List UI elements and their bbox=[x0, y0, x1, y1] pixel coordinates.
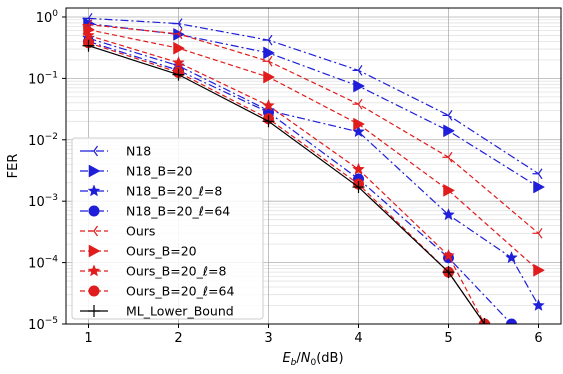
legend-marker bbox=[88, 285, 100, 297]
legend-marker bbox=[88, 145, 98, 157]
legend-label: Ours_B=20_ℓ=8 bbox=[126, 264, 227, 279]
legend-marker bbox=[88, 244, 101, 258]
series-6-point bbox=[172, 56, 185, 69]
series-line-5 bbox=[88, 29, 539, 271]
legend-marker bbox=[88, 164, 101, 178]
series-2-point bbox=[442, 208, 455, 221]
series-6-point bbox=[352, 162, 365, 175]
legend-marker bbox=[88, 225, 98, 237]
series-4-point bbox=[172, 28, 183, 40]
x-tick-label: 1 bbox=[84, 331, 92, 346]
legend-label: N18_B=20 bbox=[126, 164, 193, 179]
x-tick-label: 3 bbox=[264, 331, 272, 346]
series-8-point bbox=[352, 181, 365, 194]
series-line-0 bbox=[88, 17, 539, 175]
x-tick-label: 5 bbox=[444, 331, 452, 346]
series-2-point bbox=[505, 251, 518, 264]
y-axis-label: FER bbox=[6, 154, 21, 179]
x-axis-label: Eb/N0(dB) bbox=[282, 351, 343, 368]
series-2-point bbox=[532, 298, 545, 311]
series-6-point bbox=[262, 98, 275, 112]
legend-label: N18 bbox=[126, 144, 151, 159]
series-0-point bbox=[262, 34, 273, 46]
legend-marker bbox=[87, 184, 101, 197]
series-1-point bbox=[533, 180, 546, 194]
series-5-point bbox=[443, 183, 456, 197]
series-5-point bbox=[353, 117, 366, 131]
series-1-point bbox=[263, 46, 276, 60]
legend-label: Ours_B=20_ℓ=64 bbox=[126, 284, 234, 299]
series-8-point bbox=[478, 318, 491, 324]
x-tick-label: 4 bbox=[354, 331, 362, 346]
series-0-point bbox=[442, 110, 453, 121]
series-1-point bbox=[353, 79, 366, 93]
series-4-point bbox=[442, 151, 453, 163]
x-tick-label: 6 bbox=[534, 331, 542, 346]
series-5-point bbox=[533, 263, 546, 277]
series-5-point bbox=[263, 70, 276, 84]
legend-label: Ours bbox=[126, 224, 155, 239]
y-tick-label: 100 bbox=[36, 9, 59, 26]
series-8-point bbox=[262, 115, 275, 128]
legend: N18 N18_B=20 N18_B=20_ℓ=8 N18_B=20_ℓ=64 Ours… bbox=[71, 137, 264, 320]
series-4-point bbox=[262, 55, 273, 67]
series-8-point bbox=[82, 39, 95, 52]
legend-label: Ours_B=20 bbox=[126, 244, 197, 259]
series-8-point bbox=[172, 68, 185, 81]
y-tick-label: 10−4 bbox=[28, 255, 58, 272]
series-0-point bbox=[172, 18, 183, 29]
series-8-point bbox=[442, 266, 455, 279]
series-0-point bbox=[532, 168, 543, 180]
y-tick-label: 10−3 bbox=[28, 193, 58, 210]
x-tick-label: 2 bbox=[174, 331, 182, 346]
plot-frame bbox=[65, 7, 562, 325]
y-tick-label: 10−2 bbox=[28, 132, 58, 149]
series-layer bbox=[82, 12, 546, 324]
legend-marker bbox=[87, 264, 101, 277]
legend-marker bbox=[88, 205, 100, 217]
y-tick-label: 10−5 bbox=[28, 316, 58, 333]
y-axis-ticks: 10−5 10−4 10−3 10−2 10−1 100 bbox=[28, 9, 66, 333]
legend-label: ML_Lower_Bound bbox=[126, 304, 234, 319]
legend-marker bbox=[88, 305, 100, 317]
series-4-point bbox=[532, 227, 543, 239]
series-5-point bbox=[173, 41, 186, 55]
legend-label: N18_B=20_ℓ=64 bbox=[126, 204, 230, 219]
legend-box bbox=[71, 137, 264, 320]
series-0-point bbox=[352, 65, 363, 76]
x-axis-ticks: 1 2 3 4 5 6 bbox=[84, 324, 543, 346]
series-6-point bbox=[442, 248, 455, 262]
legend-label: N18_B=20_ℓ=8 bbox=[126, 184, 222, 199]
series-line-6 bbox=[88, 34, 486, 324]
y-tick-label: 10−1 bbox=[28, 70, 58, 87]
series-1-point bbox=[443, 124, 456, 138]
series-line-8 bbox=[88, 45, 485, 324]
series-4-point bbox=[352, 98, 363, 110]
series-3-point bbox=[506, 318, 517, 324]
series-line-4 bbox=[88, 24, 539, 234]
